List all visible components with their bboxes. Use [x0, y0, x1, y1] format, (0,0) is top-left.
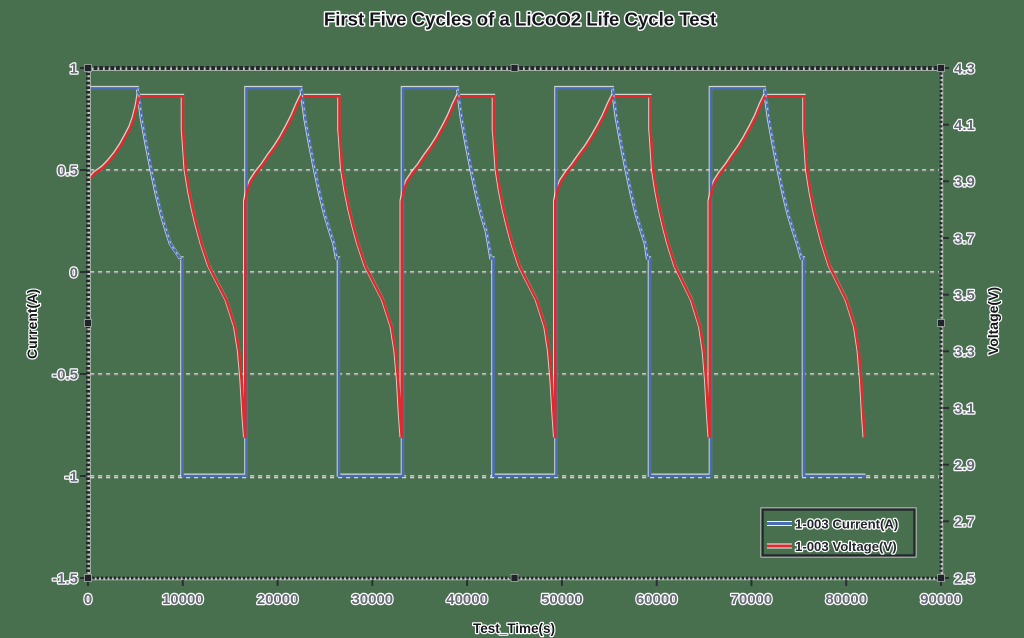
svg-text:4.3: 4.3: [954, 60, 975, 77]
svg-text:3.3: 3.3: [954, 344, 975, 361]
svg-text:0: 0: [70, 264, 78, 281]
svg-text:2.9: 2.9: [954, 457, 975, 474]
svg-text:0.5: 0.5: [57, 162, 78, 179]
svg-text:First Five Cycles of a LiCoO2: First Five Cycles of a LiCoO2 Life Cycle…: [324, 9, 716, 30]
svg-text:3.1: 3.1: [954, 400, 975, 417]
svg-text:4.1: 4.1: [954, 117, 975, 134]
svg-text:30000: 30000: [351, 591, 393, 608]
svg-text:-0.5: -0.5: [52, 366, 78, 383]
svg-text:-1.5: -1.5: [52, 570, 78, 587]
svg-text:10000: 10000: [162, 591, 204, 608]
svg-text:Voltage(V): Voltage(V): [985, 287, 1001, 355]
svg-text:0: 0: [84, 591, 92, 608]
svg-text:70000: 70000: [731, 591, 773, 608]
svg-text:3.9: 3.9: [954, 174, 975, 191]
svg-text:80000: 80000: [825, 591, 867, 608]
svg-text:90000: 90000: [920, 591, 962, 608]
svg-text:1-003 Voltage(V): 1-003 Voltage(V): [795, 539, 897, 554]
svg-text:20000: 20000: [257, 591, 299, 608]
svg-text:2.7: 2.7: [954, 514, 975, 531]
svg-text:2.5: 2.5: [954, 570, 975, 587]
svg-text:40000: 40000: [446, 591, 488, 608]
svg-text:60000: 60000: [636, 591, 678, 608]
svg-text:3.5: 3.5: [954, 287, 975, 304]
svg-text:3.7: 3.7: [954, 230, 975, 247]
svg-text:Test_Time(s): Test_Time(s): [473, 621, 555, 636]
svg-text:1-003 Current(A): 1-003 Current(A): [795, 517, 898, 532]
svg-text:-1: -1: [65, 468, 78, 485]
svg-text:50000: 50000: [541, 591, 583, 608]
svg-text:Current(A): Current(A): [24, 289, 40, 359]
svg-text:1: 1: [70, 60, 78, 77]
